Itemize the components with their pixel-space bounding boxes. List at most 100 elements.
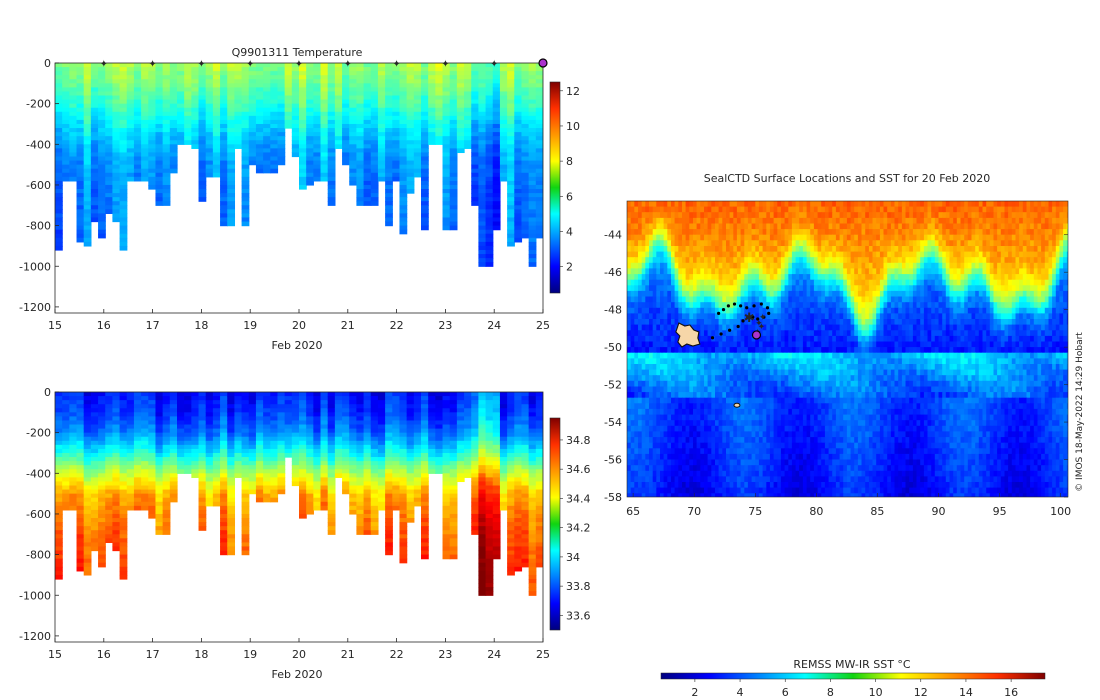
section-cell	[155, 440, 164, 446]
section-cell	[105, 436, 114, 442]
section-cell	[69, 485, 78, 491]
section-cell	[428, 140, 436, 145]
sst-cell	[788, 206, 793, 213]
section-cell	[284, 67, 293, 72]
section-cell	[76, 481, 85, 487]
section-cell	[356, 95, 365, 101]
section-cell	[507, 71, 515, 76]
sst-cell	[923, 206, 929, 213]
section-cell	[227, 136, 236, 141]
section-cell	[291, 152, 300, 158]
section-cell	[356, 513, 365, 519]
section-cell	[162, 530, 171, 535]
section-cell	[342, 132, 350, 137]
section-cell	[212, 392, 221, 397]
section-cell	[428, 103, 436, 109]
section-cell	[212, 444, 221, 450]
section-cell	[435, 87, 444, 93]
section-cell	[478, 404, 487, 409]
sst-cell	[1011, 212, 1017, 219]
section-cell	[90, 448, 99, 454]
section-cell	[349, 160, 358, 166]
section-cell	[456, 144, 465, 149]
section-cell	[492, 217, 501, 223]
section-cell	[126, 140, 135, 145]
section-cell	[485, 180, 494, 186]
sst-cell	[744, 212, 749, 219]
sst-cell	[689, 201, 694, 208]
section-cell	[169, 160, 178, 166]
section-cell	[507, 189, 515, 194]
section-cell	[363, 461, 372, 466]
section-cell	[55, 209, 63, 215]
section-cell	[535, 469, 543, 474]
section-cell	[248, 404, 257, 409]
section-cell	[306, 477, 314, 483]
section-cell	[270, 111, 279, 117]
section-cell	[327, 119, 336, 125]
section-cell	[141, 71, 149, 76]
section-cell	[119, 237, 128, 243]
section-cell	[169, 420, 178, 426]
section-cell	[521, 465, 530, 470]
section-cell	[471, 448, 480, 454]
sst-cell	[751, 201, 756, 208]
section-cell	[370, 392, 379, 397]
x-tick-label: 16	[97, 319, 111, 332]
section-cell	[471, 87, 480, 93]
section-cell	[406, 184, 415, 190]
section-cell	[198, 164, 207, 170]
sst-cell	[927, 206, 932, 213]
section-cell	[449, 428, 458, 434]
section-cell	[499, 103, 508, 109]
section-cell	[148, 168, 157, 174]
section-cell	[76, 448, 85, 454]
section-cell	[507, 79, 515, 84]
section-cell	[485, 119, 494, 125]
section-cell	[227, 469, 236, 474]
section-cell	[492, 440, 501, 446]
section-cell	[299, 424, 307, 430]
section-cell	[399, 176, 408, 182]
section-cell	[370, 416, 379, 422]
section-cell	[220, 538, 228, 544]
section-cell	[442, 99, 451, 105]
section-cell	[320, 75, 329, 80]
section-cell	[270, 132, 279, 137]
section-cell	[241, 75, 250, 80]
sst-cell	[931, 201, 936, 208]
section-cell	[349, 71, 358, 76]
section-cell	[406, 95, 415, 101]
section-cell	[105, 509, 114, 515]
section-cell	[284, 111, 293, 117]
section-cell	[406, 493, 415, 499]
section-cell	[184, 107, 192, 113]
section-cell	[478, 493, 487, 499]
section-cell	[342, 404, 350, 409]
section-cell	[119, 538, 128, 544]
section-cell	[119, 550, 128, 556]
section-cell	[499, 75, 508, 80]
surface-marker: ✦	[441, 59, 449, 70]
section-cell	[514, 213, 523, 219]
section-cell	[370, 530, 379, 535]
section-cell	[514, 566, 523, 572]
section-cell	[299, 432, 307, 438]
section-cell	[55, 420, 63, 426]
section-cell	[270, 95, 279, 101]
section-cell	[184, 132, 192, 137]
section-cell	[90, 172, 99, 178]
section-cell	[464, 71, 472, 76]
sst-cell	[638, 217, 643, 225]
section-cell	[507, 237, 515, 243]
section-cell	[76, 436, 85, 442]
section-cell	[413, 95, 422, 101]
section-cell	[492, 184, 501, 190]
section-cell	[492, 432, 501, 438]
section-cell	[464, 392, 472, 397]
sst-cell	[813, 201, 819, 208]
section-cell	[270, 119, 279, 125]
section-cell	[464, 416, 472, 422]
section-cell	[220, 473, 228, 478]
section-cell	[162, 400, 171, 405]
